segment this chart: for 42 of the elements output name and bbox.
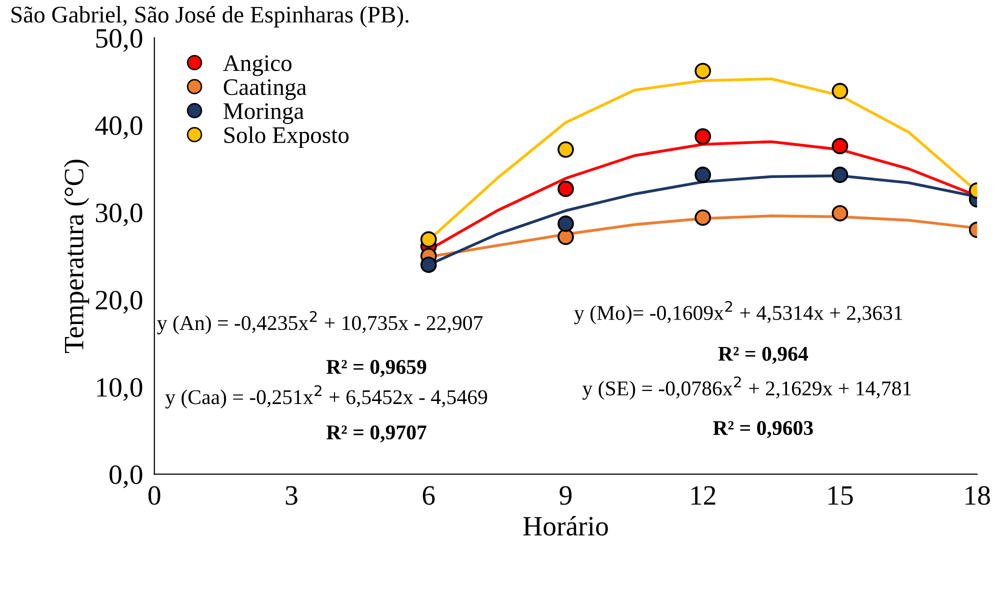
legend-label: Caatinga [224, 79, 306, 100]
annotation: R² = 0,9603 [713, 420, 813, 438]
point [694, 62, 712, 80]
x-tick-label: 15 [828, 486, 853, 505]
x-tick-label: 3 [286, 486, 298, 505]
point [558, 141, 574, 158]
y-tick-label: 50,0 [96, 29, 142, 52]
annotation: y (Caa) = -0,251x$^{2}$ + 6,5452x - 4,5469 [165, 385, 488, 408]
text: São Gabriel, São José de Espinharas (PB). [12, 6, 408, 28]
annotation: y (An) = -0,4235x$^{2}$ + 10,735x - 22,907 [157, 311, 483, 334]
y-axis-title: Temperatura (°C) [64, 160, 90, 354]
x-tick-label: 18 [966, 486, 990, 505]
y-tick-label: 20,0 [96, 290, 142, 314]
point [420, 256, 437, 273]
point [832, 138, 848, 154]
x-tick-label: 9 [560, 486, 572, 505]
point [694, 166, 712, 184]
y-tick-label: 10,0 [97, 378, 142, 401]
point [832, 205, 848, 222]
annotation: y (SE) = -0,0786x$^{2}$ + 2,1629x + 14,781 [582, 376, 911, 400]
annotation: R² = 0,964 [718, 346, 808, 364]
point [558, 228, 574, 246]
point [558, 216, 574, 232]
annotation: R² = 0,9707 [326, 425, 426, 442]
y-tick-label: 30,0 [96, 204, 142, 226]
x-axis-title: Horário [523, 516, 608, 536]
point [832, 82, 848, 100]
legend-label: Solo Exposto [224, 126, 349, 148]
point [694, 128, 712, 145]
annotation: R² = 0,9659 [326, 360, 426, 377]
x-tick-label: 6 [422, 486, 435, 505]
x-tick-label: 0 [148, 486, 160, 505]
y-tick-label: 0,0 [110, 465, 142, 488]
point [694, 209, 712, 226]
x-tick-label: 12 [691, 486, 716, 505]
point [558, 180, 574, 198]
point [420, 231, 437, 248]
point [832, 166, 848, 184]
annotation: y (Mo)= -0,1609x$^{2}$ + 4,5314x + 2,3631 [574, 300, 902, 324]
legend-label: Angico [223, 55, 292, 76]
legend-label: Moringa [224, 103, 304, 124]
y-tick-label: 40,0 [95, 116, 142, 140]
